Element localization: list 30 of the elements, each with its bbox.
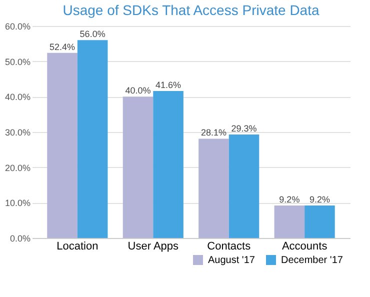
y-tick-label: 30.0% bbox=[4, 128, 30, 138]
text: 52.4% bbox=[50, 42, 76, 52]
x-tick-label: Accounts bbox=[282, 240, 328, 252]
text: 9.2% bbox=[279, 194, 300, 204]
bar bbox=[198, 138, 229, 238]
x-tick-label: Contacts bbox=[207, 240, 252, 252]
text: 41.6% bbox=[156, 80, 182, 90]
bar bbox=[228, 134, 260, 238]
text: 29.3% bbox=[231, 123, 257, 134]
text: 40.0% bbox=[125, 86, 151, 96]
y-tick-label: 10.0% bbox=[4, 198, 30, 208]
y-tick-label: 40.0% bbox=[4, 92, 30, 102]
y-tick-label: 0.0% bbox=[10, 234, 30, 244]
y-tick-label: 60.0% bbox=[4, 22, 30, 32]
chart-title: Usage of SDKs That Access Private Data bbox=[62, 2, 320, 18]
text: 9.2% bbox=[309, 194, 330, 204]
bar bbox=[304, 205, 335, 238]
x-tick-label: User Apps bbox=[128, 240, 180, 252]
text: 28.1% bbox=[200, 128, 226, 138]
legend-label: August '17 bbox=[208, 255, 256, 266]
bar bbox=[47, 52, 78, 238]
x-tick-label: Location bbox=[56, 240, 98, 252]
bar bbox=[77, 40, 108, 238]
legend-label: December '17 bbox=[281, 255, 344, 266]
y-tick-label: 50.0% bbox=[4, 56, 30, 67]
bar bbox=[153, 91, 184, 238]
y-tick-label: 20.0% bbox=[4, 162, 30, 173]
bar bbox=[274, 205, 305, 238]
text: 56.0% bbox=[80, 29, 106, 40]
bar bbox=[122, 96, 154, 238]
